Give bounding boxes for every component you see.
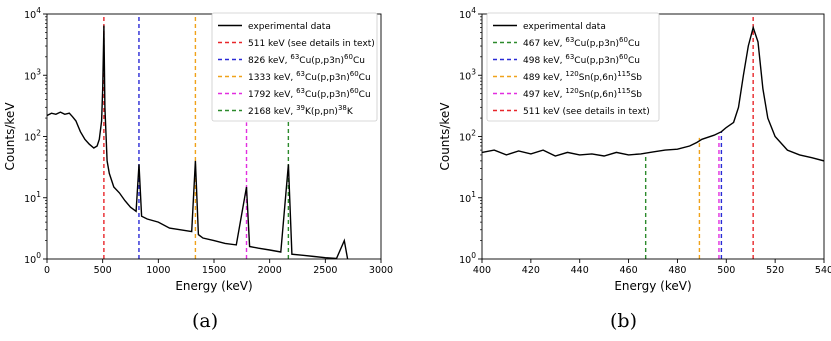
panel-a-legend-label-3: 1792 keV, 63Cu(p,p3n)60Cu [248,87,371,100]
panel-a-legend-label-0: 511 keV (see details in text) [248,39,375,49]
panel-b-xlabel: Energy (keV) [614,279,691,293]
panel-a-ylabel: Counts/keV [3,102,17,171]
panel-b-legend-label-data: experimental data [523,22,606,32]
panel-b-legend-label-3: 497 keV, 120Sn(p,6n)115Sb [523,87,642,100]
panel-a-xtick-label-6: 3000 [369,265,393,276]
panel-b-xtick-label-0: 400 [473,265,491,276]
panel-b-xtick-label-7: 540 [815,265,831,276]
panel-b-caption: (b) [610,310,637,332]
panel-b-ytick-label-2: 102 [459,129,476,144]
panel-a-xtick-label-2: 1000 [146,265,170,276]
panel-a-xlabel: Energy (keV) [175,279,252,293]
panel-a-ytick-label-0: 100 [24,251,41,266]
panel-b-ylabel: Counts/keV [438,102,452,171]
panel-b-xtick-label-3: 460 [620,265,638,276]
panel-a-caption: (a) [192,310,219,332]
panel-a-ytick-label-4: 104 [24,6,41,21]
panel-a-legend-label-data: experimental data [248,22,331,32]
panel-a-xtick-label-3: 1500 [202,265,226,276]
panel-a-legend-label-2: 1333 keV, 63Cu(p,p3n)60Cu [248,70,371,83]
panel-b-xtick-label-2: 440 [571,265,589,276]
panel-a-ytick-label-2: 102 [24,129,41,144]
panel-b-ytick-label-1: 101 [459,190,476,205]
panel-b-xtick-label-4: 480 [668,265,686,276]
panel-a-xtick-label-0: 0 [44,265,50,276]
panel-a-series-0 [47,25,349,259]
panel-a-legend [211,12,378,122]
panel-b-xtick-label-5: 500 [717,265,735,276]
panel-a-xtick-label-4: 2000 [258,265,282,276]
panel-a-ytick-label-1: 101 [24,190,41,205]
panel-a: 0 500 1000 1500 2000 2500 3000 100 101 102 103 104 E… [3,6,393,293]
panel-b-ytick-label-3: 103 [459,67,476,82]
panel-b-legend-label-4: 511 keV (see details in text) [523,107,650,117]
panel-b-legend-label-2: 489 keV, 120Sn(p,6n)115Sb [523,70,642,83]
panel-b-series-0 [482,25,824,162]
panel-b-xtick-label-1: 420 [522,265,540,276]
panel-b-legend-label-1: 498 keV, 63Cu(p,p3n)60Cu [523,53,640,66]
panel-a-ytick-label-3: 103 [24,67,41,82]
panel-b-ytick-label-0: 100 [459,251,476,266]
panel-a-xtick-label-5: 2500 [313,265,337,276]
panel-a-legend-label-1: 826 keV, 63Cu(p,p3n)60Cu [248,53,365,66]
panel-b-legend-label-0: 467 keV, 63Cu(p,p3n)60Cu [523,36,640,49]
panel-a-xtick-label-1: 500 [94,265,112,276]
panel-b-legend [486,12,660,122]
panel-b: 400 420 440 460 480 500 520 540 100 101 102 103 104 E… [438,6,831,293]
panel-b-ytick-label-4: 104 [459,6,476,21]
panel-a-legend-label-4: 2168 keV, 39K(p,pn)38K [248,104,354,117]
panel-b-xtick-label-6: 520 [766,265,784,276]
